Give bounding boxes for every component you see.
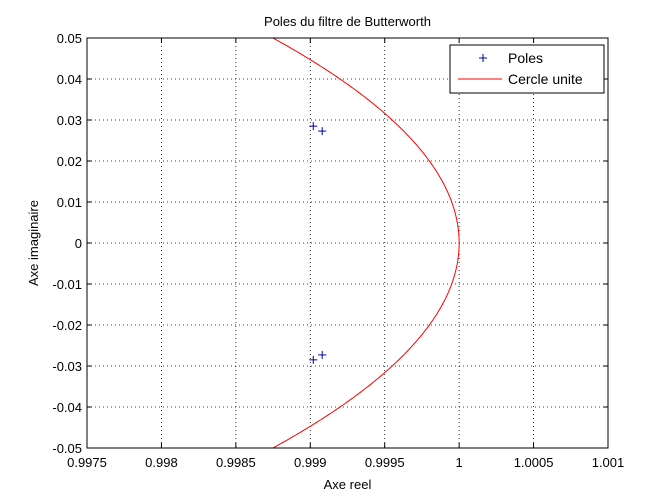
y-tick-label: -0.01 — [52, 277, 82, 292]
x-tick-label: 1.0005 — [514, 455, 554, 470]
unit-circle-curve — [271, 38, 460, 448]
pole-marker — [318, 350, 327, 359]
y-tick-label: 0.04 — [57, 72, 82, 87]
x-tick-label: 0.9975 — [67, 455, 107, 470]
pole-marker — [318, 127, 327, 136]
legend-label: Cercle unite — [508, 71, 583, 87]
legend-item: Cercle unite — [458, 71, 583, 87]
y-tick-label: 0.05 — [57, 31, 82, 46]
legend-box — [449, 44, 605, 94]
pole-marker — [309, 122, 318, 131]
y-tick-label: -0.02 — [52, 318, 82, 333]
legend-item: Poles — [479, 50, 543, 66]
series-layer — [271, 38, 460, 448]
x-axis-title: Axe reel — [324, 477, 372, 492]
x-tick-label: 1.001 — [592, 455, 625, 470]
y-tick-label: -0.03 — [52, 359, 82, 374]
legend: Poles Cercle unite — [449, 44, 605, 94]
x-tick-label: 0.9995 — [365, 455, 405, 470]
x-tick-label: 1 — [456, 455, 463, 470]
pole-marker — [309, 355, 318, 364]
legend-label: Poles — [508, 50, 543, 66]
axis-ticks: 0.9975 0.998 0.9985 0.999 0.9995 1 1.0005 1.001… — [52, 31, 624, 470]
x-tick-label: 0.998 — [145, 455, 178, 470]
grid-lines — [87, 38, 608, 448]
y-tick-label: 0 — [75, 236, 82, 251]
y-tick-label: -0.05 — [52, 441, 82, 456]
y-tick-label: 0.01 — [57, 195, 82, 210]
y-tick-label: 0.02 — [57, 154, 82, 169]
y-axis-title: Axe imaginaire — [26, 200, 41, 286]
chart-title: Poles du filtre de Butterworth — [264, 14, 431, 29]
x-tick-label: 0.9985 — [216, 455, 256, 470]
legend-marker-plus — [479, 54, 487, 62]
y-tick-label: -0.04 — [52, 400, 82, 415]
x-tick-label: 0.999 — [294, 455, 327, 470]
y-tick-label: 0.03 — [57, 113, 82, 128]
